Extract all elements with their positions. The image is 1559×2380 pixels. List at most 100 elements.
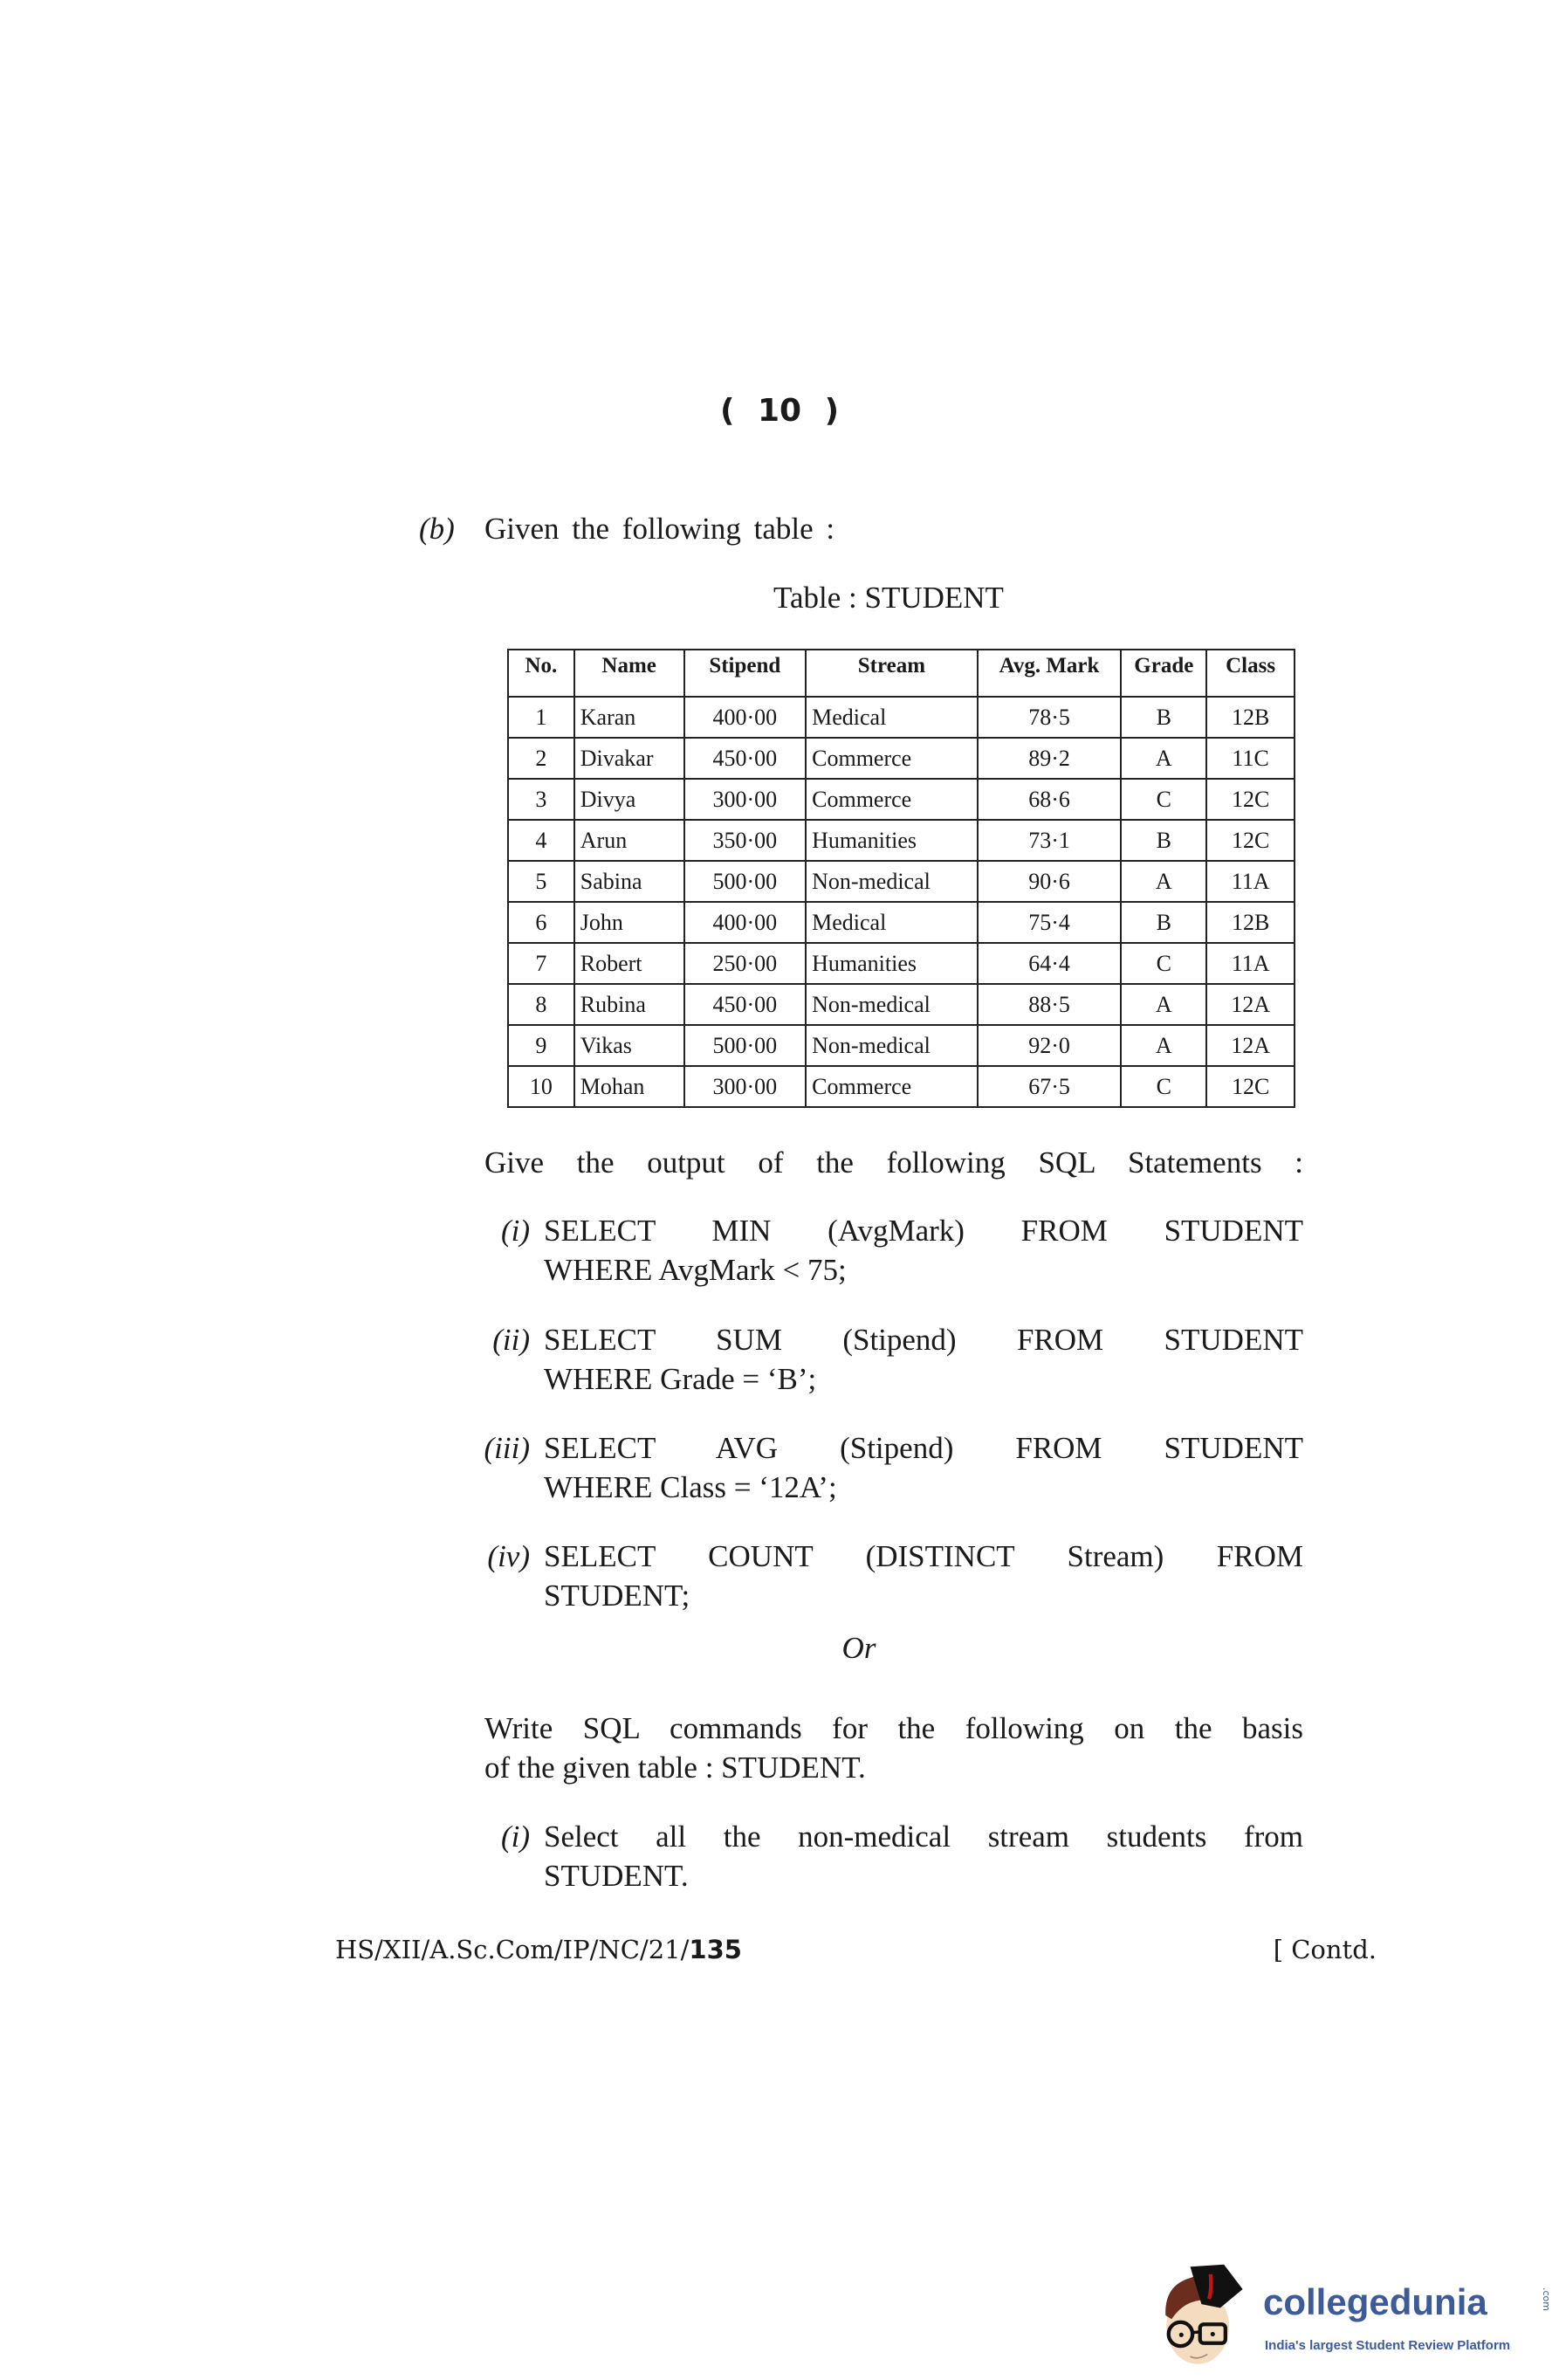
table-cell: Vikas bbox=[573, 1024, 685, 1067]
table-cell: Commerce bbox=[805, 778, 979, 821]
table-row: 7 Robert 250·00 Humanities 64·4 C 11A bbox=[507, 942, 1295, 985]
table-cell: 64·4 bbox=[976, 942, 1123, 985]
table-cell: 12C bbox=[1205, 1065, 1295, 1108]
table-cell: 1 bbox=[507, 696, 575, 739]
table-row: 3 Divya 300·00 Commerce 68·6 C 12C bbox=[507, 778, 1295, 821]
column-header: Grade bbox=[1120, 649, 1208, 698]
table-cell: 88·5 bbox=[976, 983, 1123, 1026]
table-cell: 450·00 bbox=[683, 983, 807, 1026]
table-cell: 500·00 bbox=[683, 860, 807, 903]
table-cell: Commerce bbox=[805, 1065, 979, 1108]
table-cell: 300·00 bbox=[683, 1065, 807, 1108]
item-line2: WHERE Class = ‘12A’; bbox=[544, 1470, 837, 1504]
table-cell: 450·00 bbox=[683, 737, 807, 780]
table-cell: 90·6 bbox=[976, 860, 1123, 903]
table-cell: B bbox=[1120, 819, 1208, 862]
table-cell: 4 bbox=[507, 819, 575, 862]
table-cell: 500·00 bbox=[683, 1024, 807, 1067]
table-cell: Divakar bbox=[573, 737, 685, 780]
item-line2: STUDENT; bbox=[544, 1579, 690, 1613]
table-row: 6 John 400·00 Medical 75·4 B 12B bbox=[507, 901, 1295, 944]
table-cell: 12B bbox=[1205, 696, 1295, 739]
table-cell: 350·00 bbox=[683, 819, 807, 862]
table-cell: Medical bbox=[805, 901, 979, 944]
table-cell: Arun bbox=[573, 819, 685, 862]
table-cell: B bbox=[1120, 696, 1208, 739]
collegedunia-logo: collegedunia .com India's largest Studen… bbox=[1157, 2254, 1554, 2377]
table-cell: Sabina bbox=[573, 860, 685, 903]
table-cell: 78·5 bbox=[976, 696, 1123, 739]
table-cell: 5 bbox=[507, 860, 575, 903]
item-line1: Select all the non-medical stream studen… bbox=[544, 1819, 1303, 1854]
table-cell: 12A bbox=[1205, 1024, 1295, 1067]
table-cell: Non-medical bbox=[805, 983, 979, 1026]
table-cell: 300·00 bbox=[683, 778, 807, 821]
table-row: 4 Arun 350·00 Humanities 73·1 B 12C bbox=[507, 819, 1295, 862]
table-cell: A bbox=[1120, 737, 1208, 780]
table-cell: Humanities bbox=[805, 942, 979, 985]
logo-tagline: India's largest Student Review Platform bbox=[1265, 2338, 1511, 2353]
table-cell: 12C bbox=[1205, 778, 1295, 821]
paper-code-prefix: HS/XII/A.Sc.Com/IP/NC/21/ bbox=[335, 1935, 690, 1964]
table-cell: 7 bbox=[507, 942, 575, 985]
alt-prompt-line2: of the given table : STUDENT. bbox=[484, 1751, 866, 1785]
table-cell: Humanities bbox=[805, 819, 979, 862]
logo-tld: .com bbox=[1541, 2287, 1552, 2311]
table-row: 9 Vikas 500·00 Non-medical 92·0 A 12A bbox=[507, 1024, 1295, 1067]
student-table: No. Name Stipend Stream Avg. Mark Grade Class … bbox=[507, 649, 1295, 1108]
table-cell: 400·00 bbox=[683, 696, 807, 739]
table-cell: 2 bbox=[507, 737, 575, 780]
table-cell: C bbox=[1120, 778, 1208, 821]
table-row: 8 Rubina 450·00 Non-medical 88·5 A 12A bbox=[507, 983, 1295, 1026]
column-header: Stream bbox=[805, 649, 979, 698]
item-label: (i) bbox=[500, 1214, 530, 1248]
table-cell: B bbox=[1120, 901, 1208, 944]
table-cell: 10 bbox=[507, 1065, 575, 1108]
or-separator: Or bbox=[841, 1631, 876, 1665]
table-cell: A bbox=[1120, 860, 1208, 903]
table-cell: 12C bbox=[1205, 819, 1295, 862]
table-cell: 250·00 bbox=[683, 942, 807, 985]
column-header: Stipend bbox=[683, 649, 807, 698]
table-cell: 400·00 bbox=[683, 901, 807, 944]
table-cell: 68·6 bbox=[976, 778, 1123, 821]
table-cell: 6 bbox=[507, 901, 575, 944]
table-cell: Rubina bbox=[573, 983, 685, 1026]
page-number: ( 10 ) bbox=[719, 393, 840, 429]
paper-code-suffix: 135 bbox=[689, 1935, 742, 1964]
table-cell: Divya bbox=[573, 778, 685, 821]
column-header: Avg. Mark bbox=[976, 649, 1123, 698]
table-row: 5 Sabina 500·00 Non-medical 90·6 A 11A bbox=[507, 860, 1295, 903]
item-line1: SELECT MIN (AvgMark) FROM STUDENT bbox=[544, 1214, 1303, 1248]
table-cell: 12A bbox=[1205, 983, 1295, 1026]
table-cell: 89·2 bbox=[976, 737, 1123, 780]
question-label: (b) bbox=[419, 512, 455, 546]
item-line2: STUDENT. bbox=[544, 1859, 689, 1893]
table-cell: A bbox=[1120, 1024, 1208, 1067]
table-cell: C bbox=[1120, 1065, 1208, 1108]
table-cell: A bbox=[1120, 983, 1208, 1026]
table-row: 1 Karan 400·00 Medical 78·5 B 12B bbox=[507, 696, 1295, 739]
paper-code: HS/XII/A.Sc.Com/IP/NC/21/135 bbox=[335, 1935, 742, 1964]
table-cell: 12B bbox=[1205, 901, 1295, 944]
item-line1: SELECT COUNT (DISTINCT Stream) FROM bbox=[544, 1539, 1303, 1573]
logo-wordmark: collegedunia bbox=[1263, 2281, 1487, 2322]
item-label: (iv) bbox=[487, 1539, 530, 1573]
table-title: Table : STUDENT bbox=[773, 581, 1004, 615]
table-cell: 11A bbox=[1205, 860, 1295, 903]
table-cell: Karan bbox=[573, 696, 685, 739]
item-line2: WHERE Grade = ‘B’; bbox=[544, 1362, 817, 1396]
table-cell: Non-medical bbox=[805, 1024, 979, 1067]
output-prompt: Give the output of the following SQL Sta… bbox=[484, 1145, 1303, 1180]
table-cell: 67·5 bbox=[976, 1065, 1123, 1108]
item-label: (ii) bbox=[492, 1323, 530, 1357]
table-cell: Medical bbox=[805, 696, 979, 739]
column-header: Class bbox=[1205, 649, 1295, 698]
table-cell: Non-medical bbox=[805, 860, 979, 903]
table-cell: Commerce bbox=[805, 737, 979, 780]
column-header: No. bbox=[507, 649, 575, 698]
mascot-icon bbox=[1165, 2264, 1243, 2364]
table-cell: Robert bbox=[573, 942, 685, 985]
table-row: 10 Mohan 300·00 Commerce 67·5 C 12C bbox=[507, 1065, 1295, 1108]
column-header: Name bbox=[573, 649, 685, 698]
